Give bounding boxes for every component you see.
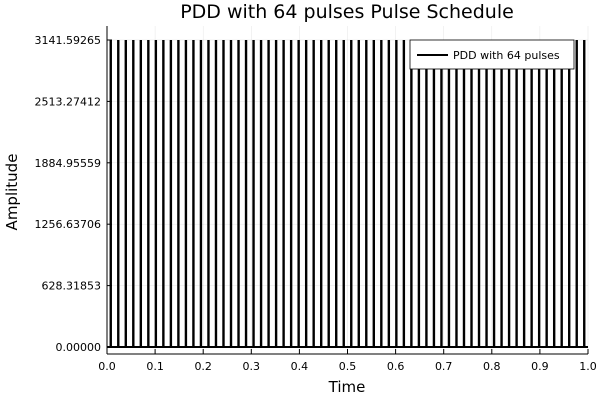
x-tick-label-2: 0.2 [194,360,212,373]
x-tick-label-1: 0.1 [146,360,164,373]
x-axis-title: Time [328,378,366,396]
y-tick-label-5: 3141.59265 [35,34,101,47]
x-tick-label-3: 0.3 [243,360,261,373]
y-ticks: 0.00000 628.31853 1256.63706 1884.95559 2513… [35,34,112,354]
plot-area [107,26,588,354]
y-tick-label-3: 1884.95559 [35,157,101,170]
x-ticks: 0.0 0.1 0.2 0.3 0.4 0.5 0.6 0.7 0.8 0.9 1.0 [98,349,597,373]
legend-label: PDD with 64 pulses [453,49,560,62]
x-tick-label-9: 0.9 [531,360,549,373]
x-tick-label-10: 1.0 [579,360,597,373]
y-tick-label-4: 2513.27412 [35,95,101,108]
legend: PDD with 64 pulses [409,39,575,70]
x-tick-label-7: 0.7 [435,360,453,373]
y-tick-label-2: 1256.63706 [35,218,101,231]
x-tick-label-4: 0.4 [291,360,309,373]
y-tick-label-0: 0.00000 [56,341,102,354]
x-tick-label-5: 0.5 [339,360,357,373]
chart-title: PDD with 64 pulses Pulse Schedule [180,1,514,23]
x-tick-label-0: 0.0 [98,360,116,373]
y-axis-title: Amplitude [3,154,21,231]
x-tick-label-6: 0.6 [387,360,405,373]
pulse-series [107,40,588,348]
y-tick-label-1: 628.31853 [42,280,102,293]
x-tick-label-8: 0.8 [483,360,501,373]
